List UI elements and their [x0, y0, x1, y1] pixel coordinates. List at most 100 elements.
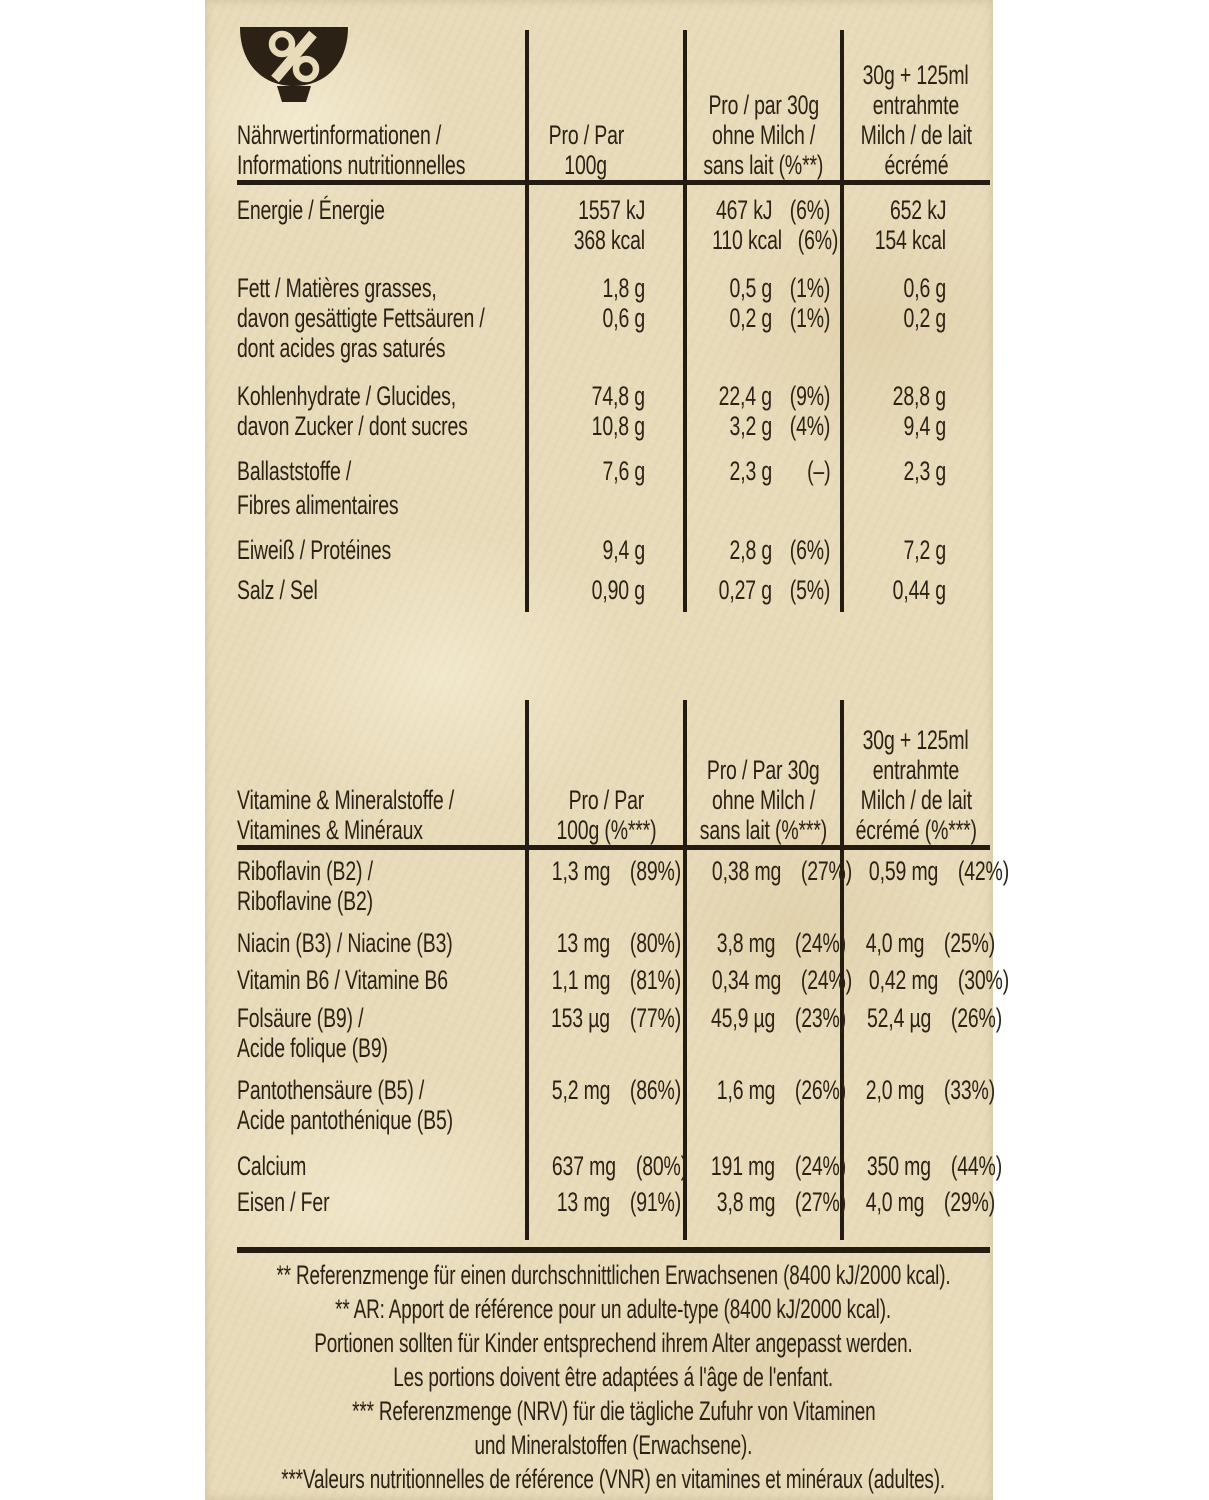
value-per-100g: 9,4 g	[602, 535, 645, 565]
nutrient-label: Fett / Matières grasses, davon gesättigt…	[237, 273, 485, 363]
value-per-100g: 1,8 g 0,6 g	[602, 273, 645, 333]
percent-bowl-icon	[240, 27, 348, 102]
nutrient-label: Calcium	[237, 1151, 307, 1181]
value-with-milk: 0,59 mg (42%)	[868, 856, 1010, 886]
value-with-milk: 7,2 g	[903, 535, 946, 565]
nutrient-label: Eiweiß / Protéines	[237, 535, 392, 565]
column-divider	[683, 30, 687, 612]
value-per-30g: 22,4 g (9%) 3,2 g (4%)	[718, 381, 830, 441]
footnote-line: Portionen sollten für Kinder entsprechen…	[314, 1328, 913, 1358]
column-divider	[525, 30, 529, 612]
nutrition-table: Nährwertinformationen / Informations nut…	[237, 27, 990, 612]
table2-header-row: Vitamine & Mineralstoffe / Vitamines & M…	[237, 700, 990, 848]
column-header-with-milk: 30g + 125ml entrahmte Milch / de lait éc…	[860, 60, 972, 180]
value-per-30g: 467 kJ (6%) 110 kcal (6%)	[712, 195, 839, 255]
footnote-line: Les portions doivent être adaptées á l'â…	[393, 1362, 834, 1392]
column-header-per-100g: Pro / Par 100g (%***)	[555, 785, 656, 845]
table-row-salz: Salz / Sel 0,90 g 0,27 g (5%) 0,44 g	[237, 575, 990, 605]
vitamins-minerals-table: Vitamine & Mineralstoffe / Vitamines & M…	[237, 700, 1010, 1240]
table2-title-line: Vitamines & Minéraux	[237, 815, 423, 845]
table-row-vitamin-b6: Vitamin B6 / Vitamine B6 1,1 mg (81%) 0,3…	[237, 965, 1010, 995]
value-per-30g: 191 mg (24%)	[711, 1151, 847, 1181]
value-per-100g: 1557 kJ 368 kcal	[573, 195, 645, 255]
nutrient-label: Niacin (B3) / Niacine (B3)	[237, 928, 453, 958]
table-row-riboflavin: Riboflavin (B2) / Riboflavine (B2) 1,3 m…	[237, 856, 1010, 916]
value-per-100g: 7,6 g	[602, 456, 645, 486]
value-with-milk: 0,44 g	[892, 575, 946, 605]
footnote-line: ***Valeurs nutritionnelles de référence …	[281, 1464, 946, 1494]
nutrient-label: Folsäure (B9) / Acide folique (B9)	[237, 1003, 388, 1063]
value-with-milk: 28,8 g 9,4 g	[892, 381, 946, 441]
footnotes: ** Referenzmenge für einen durchschnittl…	[237, 1258, 990, 1496]
value-with-milk: 2,3 g	[903, 456, 946, 486]
column-header-per-30g: Pro / par 30g ohne Milch / sans lait (%*…	[703, 90, 824, 180]
nutrient-label: Pantothensäure (B5) / Acide pantothéniqu…	[237, 1075, 453, 1135]
table-row-eiweiss: Eiweiß / Protéines 9,4 g 2,8 g (6%) 7,2 g	[237, 535, 990, 565]
nutrient-label: Eisen / Fer	[237, 1187, 330, 1217]
value-with-milk: 652 kJ 154 kcal	[874, 195, 946, 255]
nutrient-label: Salz / Sel	[237, 575, 318, 605]
table-row-kohlenhydrate: Kohlenhydrate / Glucides, davon Zucker /…	[237, 381, 990, 441]
nutrition-label-panel: Nährwertinformationen / Informations nut…	[205, 0, 1010, 1500]
value-per-100g: 13 mg (80%)	[556, 928, 682, 958]
table-row-energie: Energie / Énergie 1557 kJ 368 kcal 467 k…	[237, 195, 990, 255]
value-with-milk: 350 mg (44%)	[866, 1151, 1002, 1181]
table2-title-line: Vitamine & Mineralstoffe /	[237, 785, 455, 815]
column-header-with-milk: 30g + 125ml entrahmte Milch / de lait éc…	[855, 725, 977, 845]
value-per-100g: 153 µg (77%)	[551, 1003, 682, 1033]
column-divider	[840, 30, 844, 612]
footnote-line: ** Referenzmenge für einen durchschnittl…	[276, 1260, 951, 1290]
nutrient-label: Riboflavin (B2) / Riboflavine (B2)	[237, 856, 374, 916]
table2-title: Vitamine & Mineralstoffe / Vitamines & M…	[237, 700, 527, 848]
value-per-30g: 0,5 g (1%) 0,2 g (1%)	[729, 273, 830, 333]
column-divider	[840, 700, 844, 1240]
value-with-milk: 4,0 mg (25%)	[865, 928, 996, 958]
table1-title-line: Informations nutritionnelles	[237, 150, 466, 180]
value-per-30g: 0,34 mg (24%)	[711, 965, 853, 995]
nutrient-label: Vitamin B6 / Vitamine B6	[237, 965, 448, 995]
value-per-30g: 45,9 µg (23%)	[710, 1003, 847, 1033]
table-row-niacin: Niacin (B3) / Niacine (B3) 13 mg (80%) 3,…	[237, 928, 996, 958]
value-with-milk: 0,42 mg (30%)	[868, 965, 1010, 995]
value-per-100g: 13 mg (91%)	[556, 1187, 682, 1217]
table-row-pantothensaeure: Pantothensäure (B5) / Acide pantothéniqu…	[237, 1075, 996, 1135]
value-per-100g: 637 mg (80%)	[551, 1151, 687, 1181]
column-divider	[525, 700, 529, 1240]
nutrient-label: Ballaststoffe / Fibres alimentaires	[237, 456, 399, 520]
value-with-milk: 0,6 g 0,2 g	[903, 273, 946, 333]
nutrient-label: Energie / Énergie	[237, 195, 385, 225]
table1-title: Nährwertinformationen / Informations nut…	[237, 30, 527, 183]
table-row-ballaststoffe: Ballaststoffe / Fibres alimentaires 7,6 …	[237, 456, 990, 520]
value-per-30g: 0,27 g (5%)	[718, 575, 830, 605]
value-with-milk: 4,0 mg (29%)	[865, 1187, 996, 1217]
value-per-30g: 2,3 g (–)	[729, 456, 830, 486]
value-per-100g: 0,90 g	[591, 575, 645, 605]
value-per-30g: 2,8 g (6%)	[729, 535, 830, 565]
value-per-100g: 1,3 mg (89%)	[551, 856, 682, 886]
value-per-100g: 74,8 g 10,8 g	[591, 381, 645, 441]
column-header-per-100g: Pro / Par 100g	[548, 120, 624, 180]
value-per-30g: 3,8 mg (27%)	[716, 1187, 847, 1217]
nutrient-label: Kohlenhydrate / Glucides, davon Zucker /…	[237, 381, 468, 441]
column-divider	[683, 700, 687, 1240]
footnote-line: und Mineralstoffen (Erwachsene).	[474, 1430, 753, 1460]
table1-title-line: Nährwertinformationen /	[237, 120, 442, 150]
value-per-30g: 1,6 mg (26%)	[716, 1075, 847, 1105]
footnote-line: *** Referenzmenge (NRV) für die tägliche…	[351, 1396, 876, 1426]
value-per-100g: 5,2 mg (86%)	[551, 1075, 682, 1105]
table-row-eisen: Eisen / Fer 13 mg (91%) 3,8 mg (27%) 4,0 m…	[237, 1187, 996, 1217]
column-header-per-30g: Pro / Par 30g ohne Milch / sans lait (%*…	[699, 755, 828, 845]
table-row-folsaeure: Folsäure (B9) / Acide folique (B9) 153 µ…	[237, 1003, 1003, 1063]
table-row-calcium: Calcium 637 mg (80%) 191 mg (24%) 350 mg (4…	[237, 1151, 1002, 1181]
table1-header-row: Nährwertinformationen / Informations nut…	[237, 30, 990, 183]
header-rule	[237, 180, 990, 185]
footnote-line: ** AR: Apport de référence pour un adult…	[335, 1294, 892, 1324]
value-with-milk: 52,4 µg (26%)	[866, 1003, 1003, 1033]
table-bottom-rule	[237, 1247, 990, 1253]
value-per-30g: 0,38 mg (27%)	[711, 856, 853, 886]
value-per-100g: 1,1 mg (81%)	[551, 965, 682, 995]
header-rule	[237, 845, 990, 850]
value-with-milk: 2,0 mg (33%)	[865, 1075, 996, 1105]
value-per-30g: 3,8 mg (24%)	[716, 928, 847, 958]
table-row-fett: Fett / Matières grasses, davon gesättigt…	[237, 273, 990, 363]
